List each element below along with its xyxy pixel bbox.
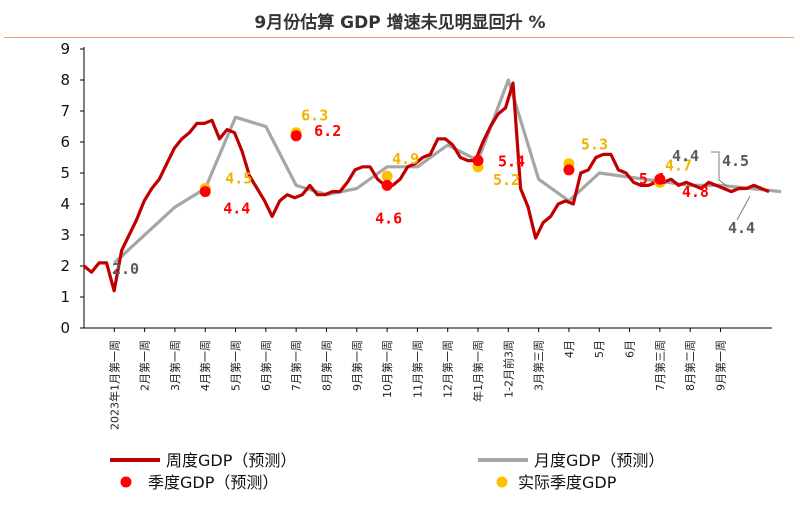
y-tick-label: 4: [60, 195, 70, 213]
value-annotation: 4.4: [672, 147, 699, 165]
actual-quarterly-label: 4.5: [225, 170, 252, 188]
forecast-quarterly-label: 5.1: [639, 170, 666, 188]
y-tick-label: 8: [60, 71, 70, 89]
y-tick-label: 3: [60, 226, 70, 244]
legend-label: 实际季度GDP: [518, 473, 617, 492]
x-tick-label: 2月第一周: [138, 340, 152, 391]
forecast-quarterly-point: [654, 173, 666, 185]
forecast-quarterly-label: 4.4: [223, 200, 250, 218]
y-tick-label: 9: [60, 40, 70, 58]
title-divider: [4, 37, 794, 38]
x-tick-label: 10月第一周: [380, 340, 394, 398]
value-annotation: 4.4: [728, 219, 755, 237]
forecast-quarterly-point: [563, 164, 575, 176]
forecast-quarterly-label: 4.6: [375, 209, 402, 227]
y-tick-label: 5: [60, 164, 70, 182]
x-tick-label: 3月第三周: [532, 340, 546, 391]
y-tick-label: 2: [60, 257, 70, 275]
x-tick-label: 9月第一周: [350, 340, 364, 391]
y-tick-label: 7: [60, 102, 70, 120]
x-tick-label: 12月第一周: [441, 340, 455, 398]
y-tick-label: 0: [60, 319, 70, 337]
actual-quarterly-label: 4.7: [665, 156, 692, 174]
axes: 0 1 2 3 4 5 6 7 8 9 2023年1月第一周 2月第一周 3月第一周 4月第一周 5月第一周…: [60, 40, 772, 430]
annotation-leader: [736, 195, 751, 221]
forecast-quarterly-point: [472, 155, 484, 167]
y-tick-label: 6: [60, 133, 70, 151]
legend-label: 季度GDP（预测）: [148, 473, 278, 492]
x-tick-label: 7月第一周: [289, 340, 303, 391]
forecast-quarterly-label: 5.4: [498, 153, 525, 171]
actual-quarterly-label: 4.9: [392, 150, 419, 168]
x-tick-label: 年1月第一周: [471, 340, 485, 402]
x-tick-label: 6月第一周: [259, 340, 273, 391]
x-tick-label: 8月第一周: [319, 340, 333, 391]
x-tick-label: 1-2月前3周: [501, 340, 515, 398]
legend-label: 周度GDP（预测）: [166, 451, 296, 470]
forecast-quarterly-point: [290, 130, 302, 142]
forecast-quarterly-label: 4.8: [682, 183, 709, 201]
x-tick-label: 7月第三周: [653, 340, 667, 391]
x-tick-label: 3月第一周: [168, 340, 182, 391]
forecast-quarterly-label: 6.2: [314, 122, 341, 140]
actual-quarterly-point: [381, 170, 393, 182]
actual-quarterly-label: 6.3: [301, 107, 328, 125]
legend-swatch: [120, 476, 132, 488]
label-layer: 4.56.34.95.25.34.74.46.24.65.45.14.82.04…: [112, 107, 755, 278]
weekly-gdp-line: [82, 81, 770, 293]
forecast-quarterly-point: [381, 179, 393, 191]
legend-swatch: [496, 476, 508, 488]
x-tick-label: 4月第一周: [198, 340, 212, 391]
actual-quarterly-label: 5.3: [581, 136, 608, 154]
x-tick-label: 5月: [593, 340, 606, 358]
legend: 周度GDP（预测） 月度GDP（预测） 季度GDP（预测） 实际季度GDP: [110, 451, 664, 492]
y-tick-label: 1: [60, 288, 70, 306]
x-tick-label: 5月第一周: [229, 340, 243, 391]
x-tick-label: 6月: [624, 340, 637, 358]
x-tick-label: 2023年1月第一周: [107, 340, 121, 430]
forecast-quarterly-point: [199, 186, 211, 198]
annotation-leader: [711, 151, 728, 187]
value-annotation: 2.0: [112, 260, 139, 278]
chart-title: 9月份估算 GDP 增速未见明显回升 %: [254, 13, 546, 33]
x-tick-label: 9月第一周: [713, 340, 727, 391]
x-tick-label: 4月: [563, 340, 576, 358]
legend-label: 月度GDP（预测）: [534, 451, 664, 470]
value-annotation: 4.5: [722, 152, 749, 170]
actual-quarterly-label: 5.2: [493, 171, 520, 189]
series-layer: [82, 78, 782, 293]
x-tick-label: 8月第二周: [683, 340, 697, 391]
x-tick-label: 11月第一周: [410, 340, 424, 398]
